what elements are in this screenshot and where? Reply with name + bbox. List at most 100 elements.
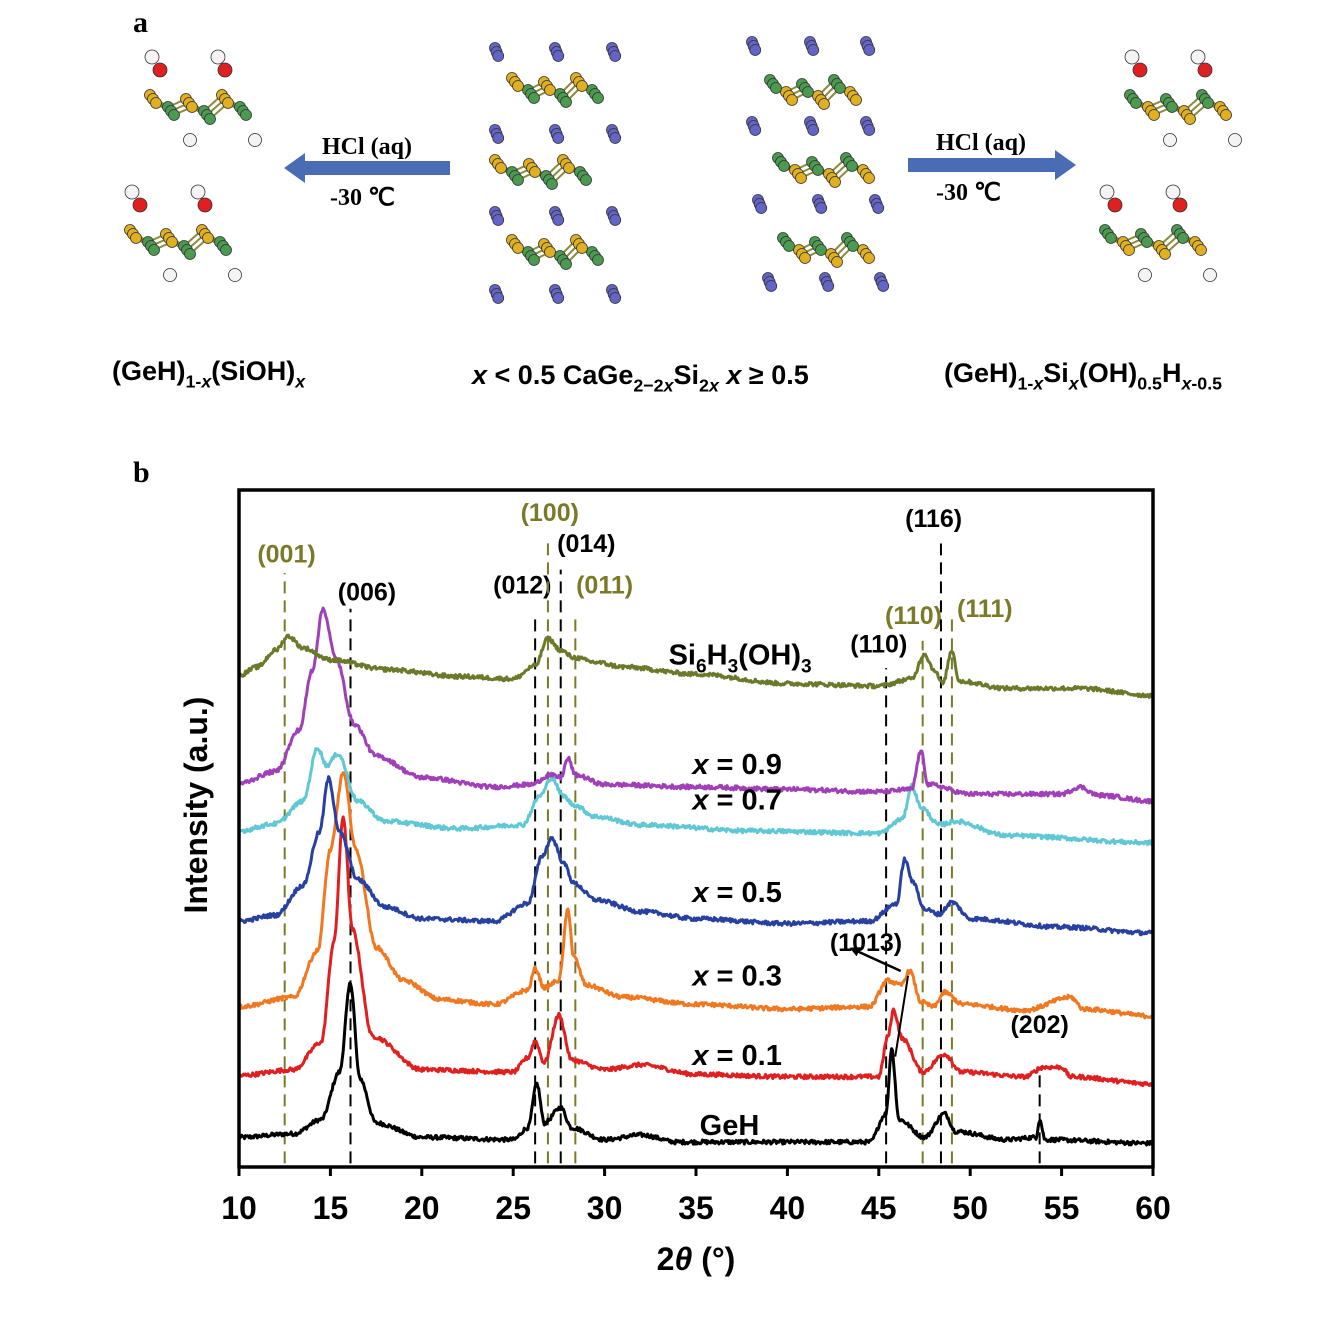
formula-part: 1- bbox=[186, 372, 202, 392]
x-tick-label: 20 bbox=[404, 1190, 440, 1226]
oxygen-atom bbox=[1132, 62, 1148, 78]
germanium-atom bbox=[592, 254, 604, 266]
calcium-atom bbox=[552, 132, 565, 144]
formula-part: 6 bbox=[696, 657, 707, 678]
silicon-atom bbox=[576, 242, 588, 254]
formula-part: Si bbox=[669, 640, 696, 672]
calcium-atom bbox=[755, 202, 768, 214]
silicon-atom bbox=[563, 162, 575, 174]
hydrogen-atom bbox=[1228, 133, 1242, 147]
formula-part: x bbox=[724, 360, 742, 390]
reference-label: (116) bbox=[905, 505, 962, 533]
calcium-atom bbox=[609, 132, 622, 144]
annotation-arrow bbox=[849, 947, 902, 973]
formula-part: < 0.5 CaGe bbox=[487, 360, 633, 390]
germanium-atom bbox=[220, 244, 232, 256]
formula-part: x bbox=[1068, 374, 1080, 394]
formula-part: GeH bbox=[700, 1110, 760, 1142]
silicon-atom bbox=[544, 246, 556, 258]
calcium-atom bbox=[765, 280, 778, 292]
hydrogen-atom bbox=[248, 133, 262, 147]
hydrogen-atom bbox=[1165, 184, 1181, 200]
silicon-atom bbox=[1141, 236, 1153, 248]
panel-b-xrd-chart: b (001)(006) (012)(100)(014)(011)(110)(11… bbox=[133, 456, 1171, 1277]
x-tick-label: 40 bbox=[770, 1190, 806, 1226]
germanium-atom bbox=[528, 254, 540, 266]
calcium-atom bbox=[492, 292, 505, 304]
formula-part: = 0.5 bbox=[708, 877, 781, 909]
formula-part: (GeH) bbox=[944, 358, 1018, 388]
formula-part: x bbox=[690, 749, 710, 781]
formula-part: x bbox=[690, 960, 710, 992]
silicon-atom bbox=[222, 97, 234, 109]
right-reaction-arrow: HCl (aq) -30 ℃ bbox=[908, 130, 1076, 206]
formula-center-precursor: x < 0.5 CaGe2−2xSi2x x ≥ 0.5 bbox=[470, 360, 809, 396]
series-line bbox=[238, 771, 1154, 1020]
formula-part: ≥ 0.5 bbox=[741, 360, 808, 390]
germanium-atom bbox=[580, 174, 592, 186]
germanium-atom bbox=[863, 172, 875, 184]
reference-label: (110) bbox=[850, 631, 907, 659]
series-line bbox=[237, 981, 1154, 1147]
oxygen-atom bbox=[1197, 62, 1213, 78]
silicon-atom bbox=[529, 166, 541, 178]
silicon-atom bbox=[815, 244, 827, 256]
germanium-atom bbox=[1195, 244, 1207, 256]
x-axis-title-part: (°) bbox=[692, 1241, 735, 1277]
reference-label: (011) bbox=[576, 571, 633, 599]
reference-label: (001) bbox=[257, 540, 315, 568]
silicon-atom bbox=[150, 97, 162, 109]
x-tick-label: 45 bbox=[861, 1190, 897, 1226]
silicon-atom bbox=[1105, 232, 1117, 244]
germanium-atom bbox=[850, 94, 862, 106]
germanium-atom bbox=[1159, 248, 1171, 260]
formula-part: x bbox=[200, 372, 212, 392]
formula-part: (OH) bbox=[1079, 358, 1137, 388]
calcium-atom bbox=[749, 124, 762, 136]
panel-a-label: a bbox=[133, 6, 148, 39]
series-label: x = 0.1 bbox=[690, 1040, 782, 1072]
hydrogen-atom bbox=[144, 49, 160, 65]
calcium-atom bbox=[552, 214, 565, 226]
silicon-atom bbox=[495, 162, 507, 174]
silicon-atom bbox=[544, 84, 556, 96]
germanium-atom bbox=[831, 256, 843, 268]
calcium-atom bbox=[609, 292, 622, 304]
formula-part: Si bbox=[674, 360, 700, 390]
germanium-atom bbox=[148, 244, 160, 256]
formula-part: (GeH) bbox=[112, 356, 186, 386]
hydrogen-atom bbox=[1138, 268, 1152, 282]
calcium-atom bbox=[815, 202, 828, 214]
x-tick-label: 10 bbox=[221, 1190, 257, 1226]
x-tick-label: 35 bbox=[678, 1190, 714, 1226]
germanium-atom bbox=[546, 178, 558, 190]
formula-part: x bbox=[690, 1040, 710, 1072]
oxygen-atom bbox=[1107, 197, 1123, 213]
hydrogen-atom bbox=[124, 184, 140, 200]
x-tick-label: 30 bbox=[587, 1190, 623, 1226]
silicon-atom bbox=[166, 236, 178, 248]
calcium-atom bbox=[807, 124, 820, 136]
silicon-atom bbox=[846, 160, 858, 172]
series-label: Si6H3(OH)3 bbox=[669, 640, 812, 678]
silicon-atom bbox=[770, 82, 782, 94]
calcium-atom bbox=[492, 50, 505, 62]
formula-part: = 0.7 bbox=[708, 784, 781, 816]
silicon-atom bbox=[576, 80, 588, 92]
crystal-structure-images bbox=[124, 36, 1242, 304]
series-line bbox=[237, 747, 1155, 847]
germanium-atom bbox=[168, 109, 180, 121]
germanium-atom bbox=[1220, 109, 1232, 121]
right-arrow-temperature: -30 ℃ bbox=[936, 180, 1001, 206]
calcium-atom bbox=[863, 124, 876, 136]
formula-left-product: (GeH)1-x(SiOH)x bbox=[112, 356, 306, 392]
series-line bbox=[237, 633, 1155, 699]
formula-part: x bbox=[294, 372, 306, 392]
reference-label: (110) bbox=[885, 602, 942, 630]
formula-part: = 0.9 bbox=[708, 749, 781, 781]
left-reaction-arrow: HCl (aq) -30 ℃ bbox=[284, 134, 450, 211]
hydrogen-atom bbox=[163, 268, 177, 282]
formula-part: -0.5 bbox=[1191, 374, 1222, 394]
germanium-atom bbox=[560, 258, 572, 270]
